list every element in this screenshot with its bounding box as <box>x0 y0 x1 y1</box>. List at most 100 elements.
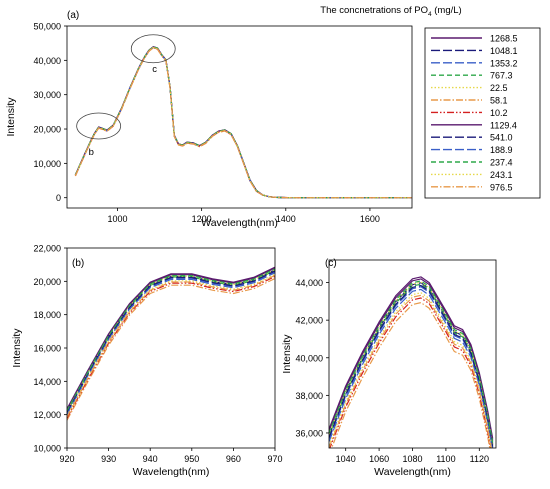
series-line-767.3 <box>74 46 412 199</box>
legend-entry: 1048.1 <box>431 46 518 56</box>
y-tick-label: 36,000 <box>295 428 323 438</box>
y-tick-label: 16,000 <box>33 344 61 354</box>
series-line-541.0 <box>329 284 494 448</box>
legend-label: 1268.5 <box>490 34 518 44</box>
series-line-237.4 <box>74 46 412 199</box>
y-tick-label: 42,000 <box>295 316 323 326</box>
y-tick-label: 20,000 <box>33 277 61 287</box>
series-line-243.1 <box>74 46 412 199</box>
x-tick-label: 940 <box>143 454 158 464</box>
series-group <box>329 276 494 448</box>
legend-label: 10.2 <box>490 108 508 118</box>
legend-entry: 976.5 <box>431 182 513 192</box>
series-line-243.1 <box>329 292 493 448</box>
y-axis-label: Intensity <box>281 334 293 374</box>
annotation-circle <box>76 112 122 140</box>
series-line-1048.1 <box>329 282 494 445</box>
legend-entry: 10.2 <box>431 108 508 118</box>
x-tick-label: 1200 <box>192 214 212 224</box>
x-tick-label: 960 <box>226 454 241 464</box>
series-line-10.2 <box>67 275 275 419</box>
legend-entry: 1268.5 <box>431 34 518 44</box>
x-tick-label: 1120 <box>470 454 489 464</box>
legend-entry: 22.5 <box>431 83 508 93</box>
panel-label: (b) <box>72 258 84 269</box>
y-tick-label: 44,000 <box>295 278 323 288</box>
series-line-237.4 <box>67 268 275 411</box>
series-line-1129.4 <box>329 276 494 439</box>
legend-label: 1048.1 <box>490 46 518 56</box>
legend-entry: 1129.4 <box>431 120 517 130</box>
y-tick-label: 12,000 <box>33 410 61 420</box>
x-axis-label: Wavelength(nm) <box>201 217 278 229</box>
series-group <box>67 266 275 421</box>
series-line-188.9 <box>74 46 412 199</box>
y-tick-label: 10,000 <box>33 444 61 454</box>
series-line-237.4 <box>329 280 494 443</box>
series-line-976.5 <box>74 46 412 199</box>
legend-label: 541.0 <box>490 133 513 143</box>
legend-entry: 767.3 <box>431 71 513 81</box>
legend-label: 188.9 <box>490 145 513 155</box>
series-line-188.9 <box>67 272 275 415</box>
x-axis-label: Wavelength(nm) <box>374 466 451 478</box>
series-line-767.3 <box>67 269 275 413</box>
y-tick-label: 18,000 <box>33 310 61 320</box>
x-tick-label: 1600 <box>360 214 380 224</box>
legend: 1268.5 1048.1 1353.2 767.3 22.5 58.1 10.2 1129.… <box>431 34 518 192</box>
y-tick-label: 22,000 <box>33 244 61 254</box>
series-line-188.9 <box>329 288 493 448</box>
legend-entry: 243.1 <box>431 170 513 180</box>
y-tick-label: 40,000 <box>33 56 61 66</box>
y-tick-label: 40,000 <box>295 353 323 363</box>
legend-label: 22.5 <box>490 83 508 93</box>
series-line-58.1 <box>74 47 412 199</box>
x-axis-label: Wavelength(nm) <box>133 466 210 478</box>
legend-entry: 188.9 <box>431 145 513 155</box>
series-line-10.2 <box>329 297 492 448</box>
legend-label: 1129.4 <box>490 120 517 130</box>
legend-label: 237.4 <box>490 158 513 168</box>
series-line-22.5 <box>67 268 275 412</box>
legend-entry: 541.0 <box>431 133 513 143</box>
y-tick-label: 50,000 <box>33 22 61 32</box>
series-line-541.0 <box>67 270 275 413</box>
y-tick-label: 20,000 <box>33 125 61 135</box>
series-line-1048.1 <box>67 269 275 412</box>
x-tick-label: 950 <box>184 454 199 464</box>
x-tick-label: 920 <box>59 454 74 464</box>
y-tick-label: 0 <box>56 193 61 203</box>
panel-label: (a) <box>67 10 79 21</box>
panel-label: (c) <box>325 258 337 269</box>
series-line-22.5 <box>329 281 494 445</box>
x-tick-label: 1040 <box>336 454 356 464</box>
y-tick-label: 10,000 <box>33 159 61 169</box>
series-line-767.3 <box>329 283 494 446</box>
legend-label: 1353.2 <box>490 58 518 68</box>
series-line-1268.5 <box>74 46 412 199</box>
series-line-58.1 <box>331 302 491 448</box>
series-line-1353.2 <box>67 270 275 414</box>
legend-label: 243.1 <box>490 170 513 180</box>
legend-label: 767.3 <box>490 71 513 81</box>
annotation-label: b <box>89 147 94 158</box>
plot-frame <box>66 25 413 209</box>
series-line-22.5 <box>74 46 412 199</box>
y-axis-label: Intensity <box>5 97 17 137</box>
series-line-1129.4 <box>74 46 412 199</box>
legend-title: The concnetrations of PO4 (mg/L) <box>320 5 461 18</box>
x-tick-label: 1100 <box>436 454 455 464</box>
series-line-58.1 <box>67 277 275 421</box>
series-line-1353.2 <box>329 286 494 448</box>
series-group <box>74 46 412 199</box>
series-line-1268.5 <box>67 267 275 410</box>
legend-box <box>424 27 541 199</box>
series-line-976.5 <box>329 294 492 448</box>
series-line-976.5 <box>67 274 275 418</box>
annotation-label: c <box>152 64 157 75</box>
legend-entry: 58.1 <box>431 96 508 106</box>
x-tick-label: 1080 <box>402 454 422 464</box>
y-tick-label: 38,000 <box>295 391 323 401</box>
panel-c: 1040 1060 1080 1100 1120 36,000 38,000 40,000 42… <box>281 258 497 478</box>
x-tick-label: 970 <box>267 454 282 464</box>
